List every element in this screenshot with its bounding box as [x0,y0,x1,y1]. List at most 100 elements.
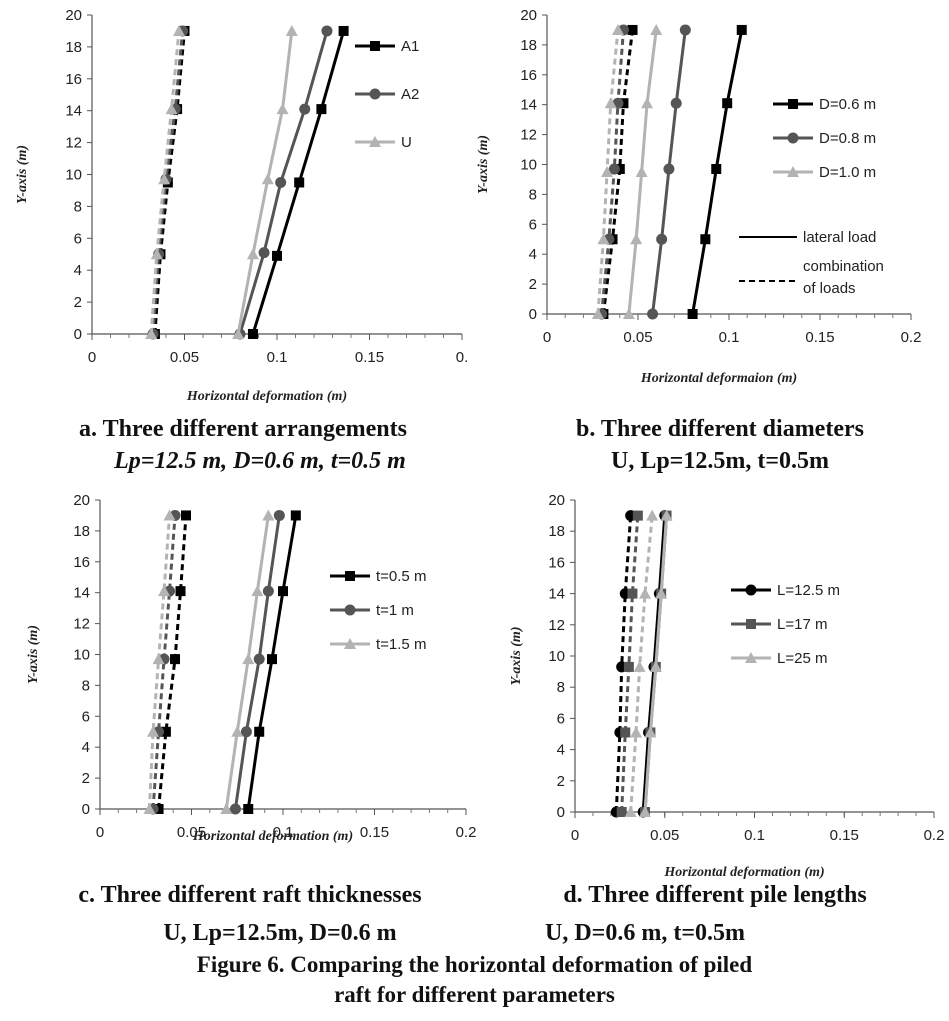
chart-b-ytick-label: 20 [520,7,537,24]
chart-c-legend-marker [344,638,356,649]
chart-b-xtick-label: 0.2 [901,329,922,346]
chart-a-data-point [150,248,163,260]
chart-d-data-point [633,660,646,672]
chart-b-line-legend-label: combination [803,258,884,275]
figure-caption-line-2: raft for different parameters [334,982,615,1007]
chart-c-legend-label: t=1 m [376,602,414,619]
chart-d-data-point [627,588,638,599]
chart-b-data-point [711,163,722,174]
chart-a-data-point [261,173,274,185]
caption-b-subtitle: U, Lp=12.5m, t=0.5m [610,448,829,474]
chart-a-legend-item: A2 [355,86,419,103]
chart-b-data-point [635,165,648,177]
chart-b-xtick-label: 0.1 [719,329,740,346]
chart-a-xtick-label: 0.05 [170,349,199,366]
chart-b-data-point [611,23,624,35]
chart-a-xtick-label: 0. [456,349,469,366]
chart-b-data-point [663,163,675,175]
chart-a-data-point [276,103,289,115]
chart-c-xtick-label: 0 [96,824,104,841]
chart-b-ytick-label: 16 [520,67,537,84]
chart-b-ytick-label: 10 [520,157,537,174]
chart-b-data-point [591,308,604,319]
chart-a-xtick-label: 0.15 [355,349,384,366]
chart-b-data-point [687,309,698,319]
chart-c-data-point [262,509,275,521]
chart-c-legend-label: t=1.5 m [376,636,426,653]
chart-c-ytick-label: 14 [73,585,90,602]
chart-d-ytick-label: 0 [557,804,565,821]
chart-d-data-point [649,660,662,672]
chart-d-legend-label: L=12.5 m [777,582,840,599]
chart-b-legend-marker [787,132,799,144]
chart-d-legend-item: L=17 m [731,616,827,633]
chart-d-legend-item: L=25 m [731,650,827,667]
chart-b-data-point [700,234,711,245]
chart-b-legend-item: D=0.6 m [773,96,876,113]
chart-b-legend-marker [788,99,798,109]
chart-b-svg: 0 2 4 6 8 10 12 14 16 18 20 0 0.05 0.1 0.15 0.2 Horizont… [476,7,922,386]
chart-c-data-point [254,726,265,737]
chart-d-series-5 [639,509,673,817]
chart-c-y-axis-title: Y-axis (m) [26,625,41,684]
chart-c-ytick-label: 6 [82,708,90,725]
chart-a-data-point [338,25,349,36]
chart-c-data-point [160,726,171,737]
chart-b-series-0 [687,24,747,319]
chart-a-data-point [232,328,245,339]
chart-c-legend-label: t=0.5 m [376,568,426,585]
chart-b-data-point [647,308,659,320]
chart-c-data-point [243,804,254,814]
chart-b-data-point [601,165,614,177]
chart-b-legend-label: D=0.6 m [819,96,876,113]
chart-d-ytick-label: 6 [557,710,565,727]
chart-b-data-point [670,97,682,109]
chart-a-data-point [275,176,287,188]
chart-a-ytick-label: 8 [74,198,82,215]
chart-b-y-axis-title: Y-axis (m) [476,135,491,194]
chart-b-data-point [597,233,610,245]
chart-c-data-point [290,510,301,521]
chart-a-data-point [285,24,298,36]
chart-d-data-point [624,806,637,817]
chart-d-data-point [623,661,634,672]
chart-c-data-point [231,725,244,737]
chart-c-legend-marker [344,604,356,616]
chart-panel-a: 0 2 4 6 8 10 12 14 16 18 20 0 0.05 0.1 0.15 0. Horizonta… [0,0,475,412]
chart-d-y-axis-title: Y-axis (m) [509,627,524,686]
chart-a-ytick-label: 2 [74,294,82,311]
chart-d-data-point [630,726,643,738]
chart-a-data-point [272,250,282,261]
chart-d-series-1 [616,510,643,817]
chart-c-data-point [278,586,288,597]
chart-c-data-point [181,510,192,521]
chart-c-ytick-label: 4 [82,739,90,756]
chart-b-x-axis-title: Horizontal deformaion (m) [640,371,797,386]
chart-c-data-point [262,585,274,597]
chart-b-series-5 [591,23,624,319]
chart-a-data-point [145,328,158,339]
chart-b-legend-label: D=0.8 m [819,130,876,147]
chart-b-ytick-label: 2 [529,276,537,293]
chart-d-xtick-label: 0.2 [924,827,945,844]
chart-a-legend-label: A1 [401,38,419,55]
chart-c-legend-marker [345,571,355,581]
chart-c-series-0 [243,510,301,814]
chart-b-legend-label: D=1.0 m [819,164,876,181]
chart-d-xtick-label: 0 [571,827,579,844]
chart-c-data-point [163,509,176,521]
chart-d-xtick-label: 0.15 [830,827,859,844]
chart-c-x-axis-title: Horizontal deformation (m) [192,829,353,844]
chart-a-ytick-label: 12 [65,135,82,152]
chart-a-x-axis-title: Horizontal deformation (m) [186,389,347,404]
chart-b-data-point [622,308,635,319]
chart-d-legend-marker [746,619,756,629]
chart-c-data-point [152,653,165,665]
chart-c-series-5 [143,509,176,814]
chart-c-data-point [267,654,278,665]
chart-a-series-5 [145,24,185,339]
chart-b-line-legend-label: lateral load [803,229,876,246]
chart-a-ytick-label: 4 [74,262,82,279]
chart-a-data-point [165,103,178,115]
chart-a-ytick-label: 0 [74,326,82,343]
